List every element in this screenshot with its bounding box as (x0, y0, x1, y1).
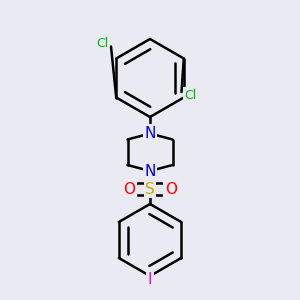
Text: S: S (145, 182, 155, 196)
Text: N: N (144, 164, 156, 178)
Text: O: O (165, 182, 177, 196)
Text: Cl: Cl (184, 88, 196, 102)
Text: N: N (144, 126, 156, 141)
Text: Cl: Cl (96, 37, 108, 50)
Text: O: O (123, 182, 135, 196)
Text: I: I (148, 272, 152, 287)
